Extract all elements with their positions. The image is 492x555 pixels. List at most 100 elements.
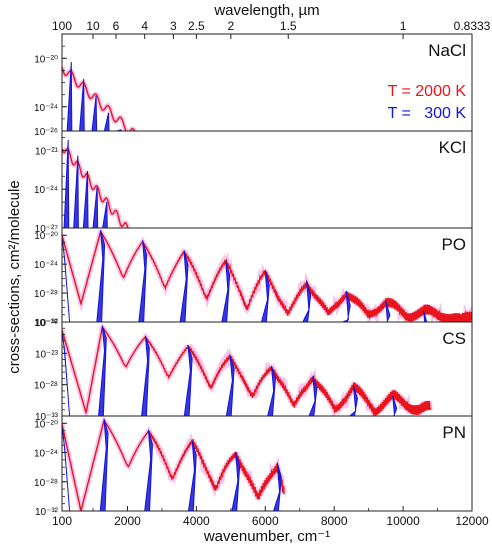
- y-tick-label-nacl-1: 10⁻²⁴: [34, 103, 58, 114]
- series-300k-band-pn-3: [231, 451, 241, 511]
- series-300k-band-po-0: [96, 230, 106, 322]
- series-2000k-kcl: [62, 148, 129, 228]
- molecule-label-kcl: KCl: [439, 138, 466, 157]
- y-tick-label-pn-3: 10⁻³²: [35, 507, 59, 518]
- series-300k-band-nacl-3: [103, 112, 110, 131]
- top-tick-label-6: 2: [227, 19, 234, 33]
- y-axis-title: cross-sections, cm²/molecule: [6, 180, 23, 373]
- top-tick-label-2: 6: [113, 19, 120, 33]
- plot-area-nacl: [62, 61, 138, 131]
- series-300k-band-cs-0: [98, 325, 107, 416]
- series-300k-band-po-7: [382, 300, 391, 322]
- y-tick-label-po-1: 10⁻²⁴: [34, 260, 58, 271]
- top-tick-label-9: 0.8333: [454, 19, 491, 33]
- panel-nacl: 10⁻²⁰ 10⁻²⁴ 10⁻²⁶ NaCl: [34, 33, 473, 138]
- x-tick-label-3: 6000: [252, 514, 279, 528]
- series-2000k-pn: [62, 419, 285, 511]
- panel-frame-kcl: [61, 130, 473, 229]
- top-axis: 100 10 6 4 3 2.5 2 1.5 1 0.8333: [52, 19, 491, 39]
- y-tick-label-po-2: 10⁻²⁸: [34, 289, 58, 300]
- panels-group: 10⁻²⁰10⁻²⁴10⁻²⁶NaCl10⁻²¹10⁻²⁴10⁻²⁷KCl10⁻…: [34, 33, 473, 518]
- y-tick-label-kcl-0: 10⁻²¹: [35, 146, 59, 157]
- series-300k-band-kcl-4: [102, 202, 108, 228]
- top-tick-label-4: 3: [170, 19, 177, 33]
- x-tick-label-2: 4000: [183, 514, 210, 528]
- panel-frame-pn: [61, 415, 473, 512]
- series-300k-band-kcl-0: [63, 140, 70, 228]
- series-300k-band-po-3: [221, 260, 231, 322]
- series-300k-band-cs-7: [388, 395, 398, 416]
- series-300k-band-po-5: [302, 280, 312, 322]
- x-tick-label-4: 8000: [321, 514, 348, 528]
- series-300k-band-kcl-1: [73, 155, 79, 228]
- y-tick-label-po-3: 10⁻³²: [35, 318, 59, 329]
- panel-kcl: 10⁻²¹ 10⁻²⁴ 10⁻²⁷ KCl: [34, 130, 473, 235]
- legend-2000k: T = 2000 K: [388, 83, 467, 100]
- series-300k-band-pn-2: [187, 440, 197, 511]
- series-300k-band-cs-2: [183, 345, 193, 416]
- y-tick-label-cs-2: 10⁻²⁸: [34, 381, 58, 392]
- panel-pn: 10⁻²⁰ 10⁻²⁴ 10⁻²⁸ 10⁻³² PN: [34, 415, 473, 518]
- series-halo-pn: [62, 416, 287, 511]
- bottom-axis-title: wavenumber, cm⁻¹: [203, 528, 330, 545]
- y-tick-label-nacl-2: 10⁻²⁶: [34, 127, 58, 138]
- series-2000k-po: [62, 231, 472, 322]
- series-300k-band-po-4: [261, 270, 270, 322]
- series-300k-band-kcl-2: [82, 171, 89, 228]
- y-tick-label-pn-0: 10⁻²⁰: [34, 419, 58, 430]
- series-300k-band-nacl-1: [79, 78, 85, 131]
- legend-300k: T = 300 K: [388, 105, 467, 122]
- top-tick-label-7: 1.5: [280, 19, 297, 33]
- plot-area-kcl: [62, 140, 131, 228]
- series-300k-band-cs-5: [308, 375, 318, 416]
- series-300k-band-po-2: [179, 250, 189, 322]
- series-300k-band-nacl-2: [91, 95, 98, 131]
- top-axis-title: wavelength, µm: [213, 2, 319, 19]
- y-tick-label-po-0: 10⁻²⁰: [34, 231, 58, 242]
- x-tick-label-5: 10000: [386, 514, 420, 528]
- series-300k-band-pn-5: [62, 427, 71, 511]
- series-300k-band-cs-3: [225, 355, 235, 416]
- x-tick-label-6: 12000: [455, 514, 489, 528]
- plot-area-pn: [62, 416, 287, 511]
- plot-area-po: [62, 229, 472, 322]
- y-tick-label-kcl-1: 10⁻²⁴: [34, 185, 58, 196]
- series-300k-band-cs-4: [267, 365, 276, 416]
- legend: T = 2000 K T = 300 K: [388, 83, 467, 122]
- panel-po: 10⁻²⁰ 10⁻²⁴ 10⁻²⁸ 10⁻³² PO: [34, 227, 473, 329]
- molecule-label-cs: CS: [442, 329, 466, 348]
- series-300k-band-po-9: [62, 238, 71, 322]
- x-tick-label-0: 100: [52, 514, 72, 528]
- series-300k-band-cs-8: [62, 333, 71, 416]
- x-tick-label-1: 2000: [114, 514, 141, 528]
- series-300k-band-nacl-0: [66, 61, 73, 131]
- plot-area-cs: [62, 322, 433, 416]
- y-tick-label-kcl-2: 10⁻²⁷: [35, 224, 59, 235]
- series-300k-band-po-8: [419, 311, 428, 322]
- series-300k-band-cs-1: [141, 335, 150, 416]
- series-300k-band-pn-1: [144, 429, 153, 511]
- series-300k-band-pn-0: [99, 418, 109, 511]
- y-tick-label-nacl-0: 10⁻²⁰: [34, 54, 58, 65]
- series-300k-band-po-6: [342, 290, 351, 322]
- top-tick-label-5: 2.5: [188, 19, 205, 33]
- top-tick-label-3: 4: [141, 19, 148, 33]
- series-300k-band-pn-4: [273, 462, 282, 511]
- panel-cs: 10⁻¹⁸ 10⁻²³ 10⁻²⁸ 10⁻³³ CS: [34, 318, 473, 423]
- top-tick-label-8: 1: [400, 19, 407, 33]
- series-2000k-cs: [62, 326, 432, 416]
- top-tick-label-0: 100: [52, 19, 72, 33]
- series-2000k-nacl: [62, 67, 136, 131]
- series-300k-band-kcl-3: [92, 186, 99, 228]
- y-tick-label-cs-1: 10⁻²³: [35, 349, 59, 360]
- y-tick-label-cs-3: 10⁻³³: [35, 412, 59, 423]
- y-tick-label-pn-1: 10⁻²⁴: [34, 449, 58, 460]
- molecule-label-nacl: NaCl: [428, 41, 466, 60]
- molecule-label-po: PO: [441, 235, 466, 254]
- bottom-axis: 100 2000 4000 6000 8000 10000 12000: [52, 506, 489, 528]
- y-tick-label-pn-2: 10⁻²⁸: [34, 478, 58, 489]
- top-tick-label-1: 10: [86, 19, 100, 33]
- series-300k-band-po-1: [138, 240, 148, 322]
